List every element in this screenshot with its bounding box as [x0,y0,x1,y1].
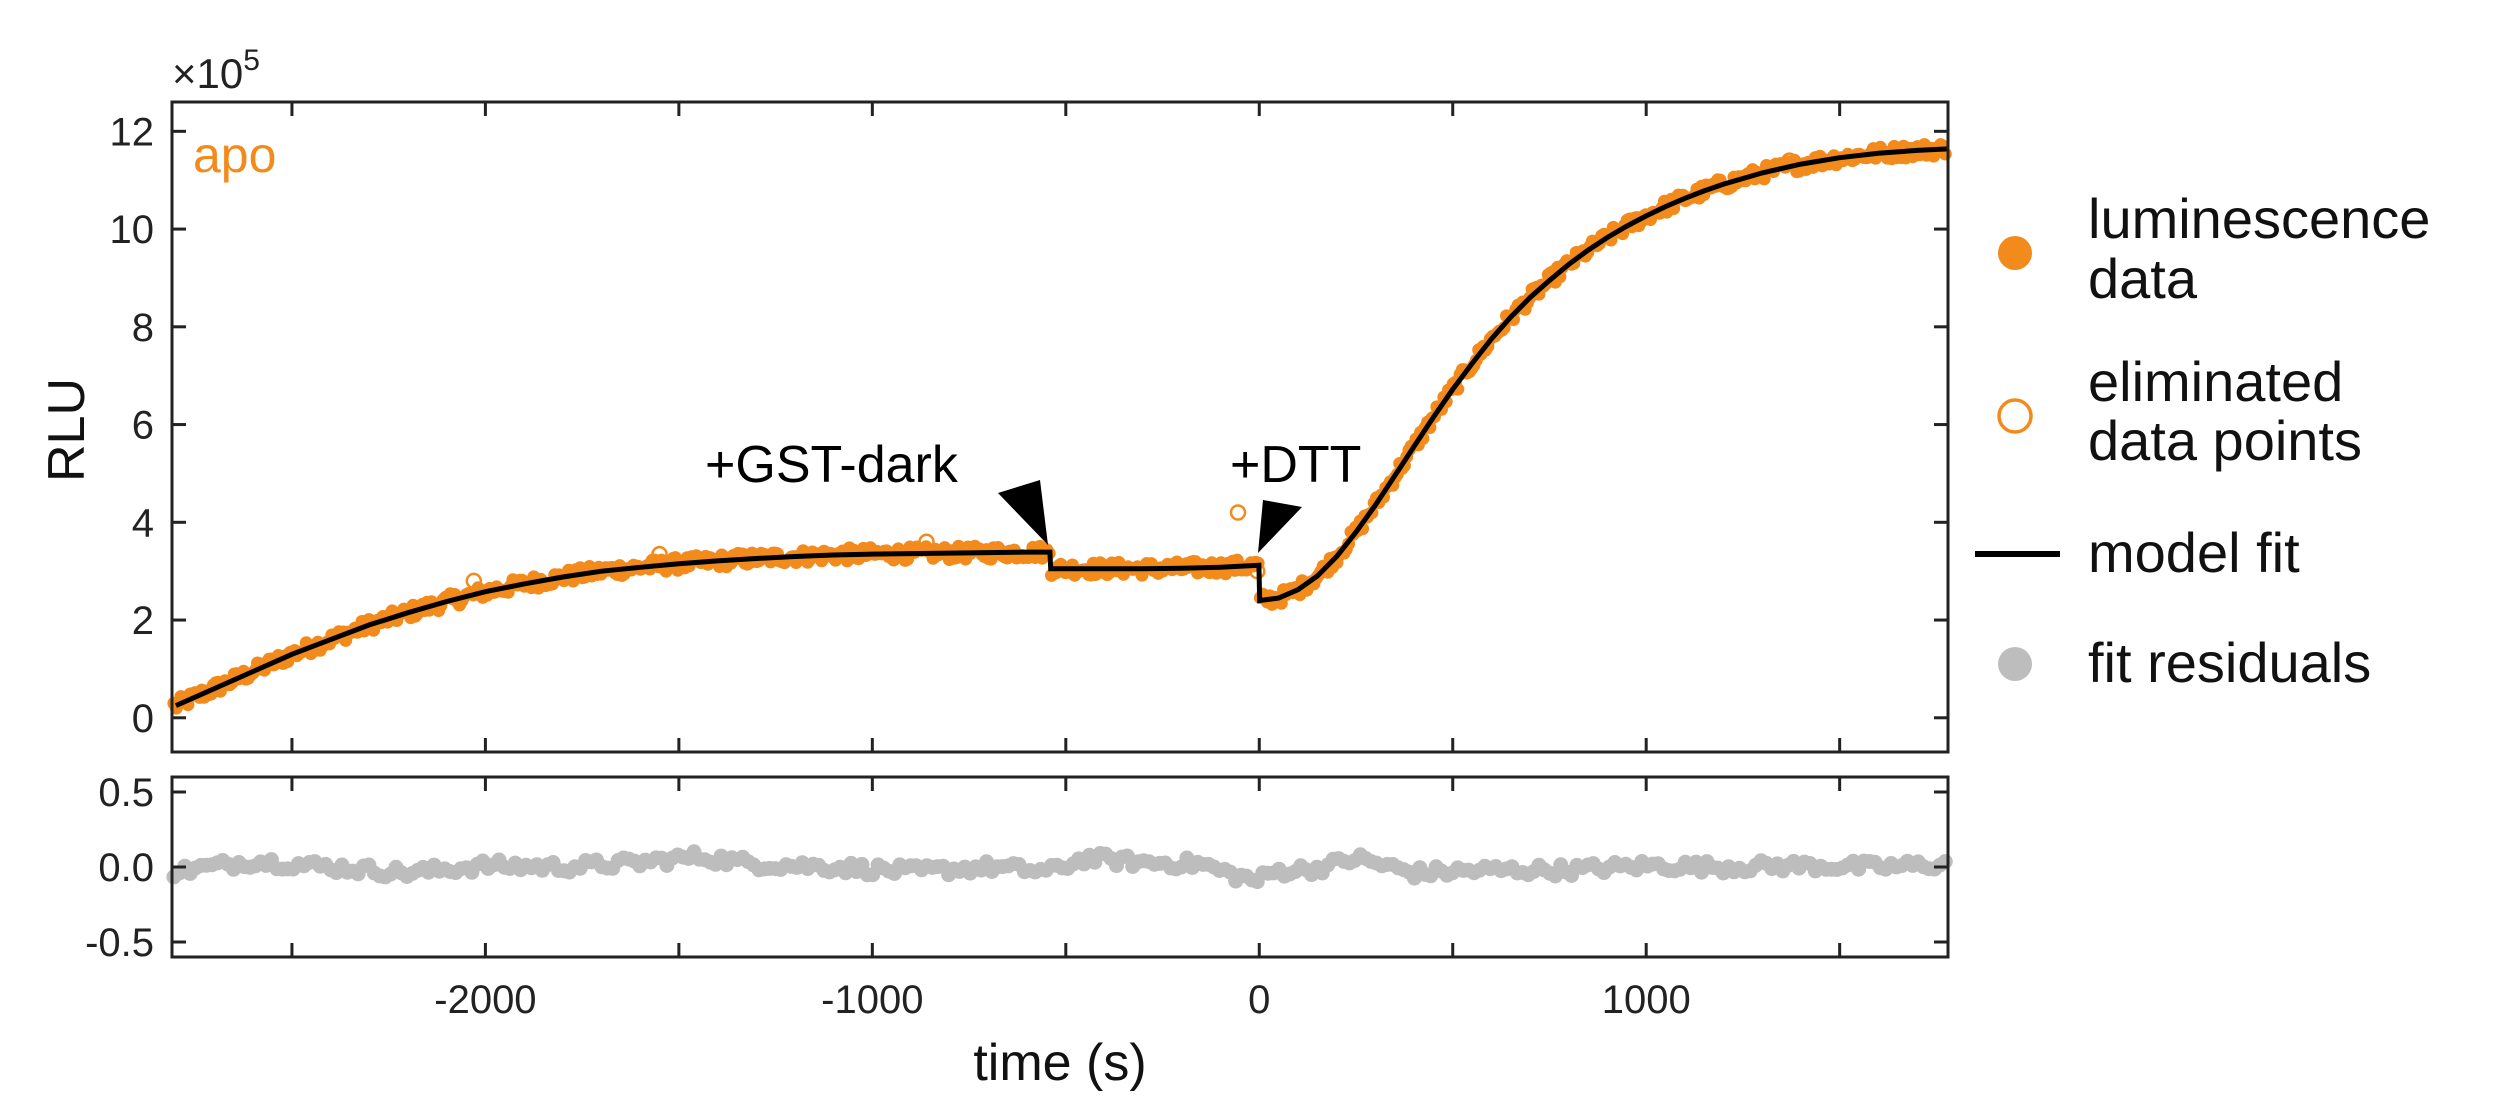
main-plot-frame [170,100,1950,754]
luminescence-data-points [167,138,1952,715]
x-tick-label: 0 [1248,978,1270,1022]
x-tick-label: -2000 [434,978,536,1022]
legend: luminescence data eliminated data points… [1975,187,2430,694]
eliminated-point [1229,504,1247,521]
eliminated-data-points [465,152,1798,590]
y-tick-label: 2 [132,599,154,643]
annotation-gst-dark: +GST-dark [705,436,959,494]
y-multiplier: ×105 [172,44,260,97]
annotation-arrow-gst-dark [998,480,1048,545]
legend-label-residuals: fit residuals [2088,631,2371,694]
annotation-arrow-dtt [1258,500,1302,553]
legend-label-luminescence-2: data [2088,247,2198,310]
legend-label-model-fit: model fit [2088,521,2300,584]
model-fit-line [174,146,1949,708]
y-tick-label: 6 [132,404,154,448]
legend-label-luminescence-1: luminescence [2088,187,2430,250]
legend-label-eliminated-2: data points [2088,409,2362,472]
res-y-tick-label: 0.0 [98,846,154,890]
y-tick-label: 0 [132,697,154,741]
y-tick-label: 12 [110,110,155,154]
panel-label-apo: apo [193,127,276,183]
eliminated-point [918,533,935,551]
x-axis-title: time (s) [973,1034,1146,1092]
res-y-tick-label: 0.5 [98,771,154,815]
residual-axis-ticks: -0.5 0.0 0.5 -2000 -1000 0 1000 [85,771,1948,1022]
legend-label-eliminated-1: eliminated [2088,350,2343,413]
x-tick-label: -1000 [821,978,923,1022]
y-axis-title: RLU [38,378,96,482]
eliminated-point [651,545,668,563]
y-tick-label: 8 [132,306,154,350]
legend-marker-eliminated [1997,398,2033,434]
eliminated-point [465,572,483,590]
y-multiplier-exponent: 5 [243,44,260,77]
fit-residual-points [166,844,1953,890]
legend-marker-luminescence [1998,236,2032,270]
y-tick-label: 4 [132,501,154,545]
x-tick-label: 1000 [1602,978,1691,1022]
annotation-dtt: +DTT [1230,436,1361,494]
legend-marker-residuals [1998,647,2032,681]
y-tick-label: 10 [110,208,155,252]
res-y-tick-label: -0.5 [85,921,154,965]
main-axis-ticks: 0 2 4 6 8 10 12 [110,102,1948,752]
